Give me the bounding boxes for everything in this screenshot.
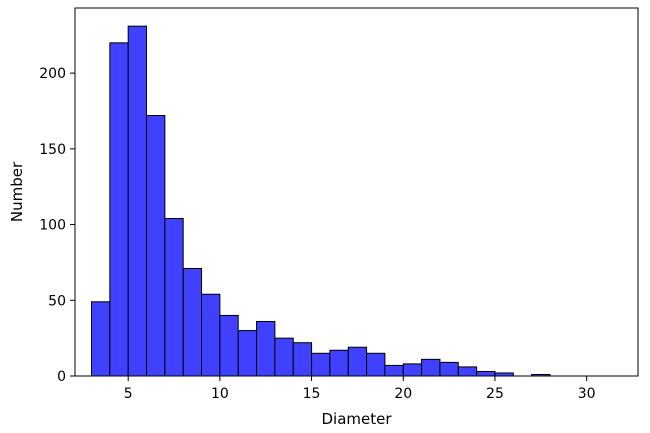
histogram-bar: [366, 352, 386, 377]
y-axis-ticks: 0 50 100 150 200: [39, 66, 75, 385]
x-tick-label: 10: [211, 386, 229, 402]
histogram-bar: [476, 370, 496, 377]
histogram-bar: [402, 363, 423, 377]
histogram-bar: [91, 301, 111, 377]
histogram-bar: [127, 25, 148, 377]
histogram-bar: [421, 358, 441, 377]
histogram-bar: [292, 342, 313, 377]
histogram-bar: [164, 218, 184, 377]
histogram-bar: [384, 364, 404, 377]
histogram-bar: [256, 320, 276, 377]
histogram-bar: [146, 115, 166, 377]
y-tick-label: 150: [39, 142, 66, 158]
histogram-bar: [237, 330, 258, 377]
y-tick-label: 200: [39, 66, 66, 82]
histogram-bar: [219, 314, 239, 377]
x-axis-ticks: 5 10 15 20 25 30: [124, 376, 596, 402]
x-tick-label: 20: [394, 386, 412, 402]
x-tick-label: 30: [578, 386, 596, 402]
histogram-bars: [91, 25, 551, 377]
x-axis-label: Diameter: [321, 410, 392, 428]
plot-frame: [74, 7, 639, 377]
x-tick-label: 25: [486, 386, 504, 402]
histogram-bar: [182, 267, 203, 377]
y-tick-label: 50: [48, 293, 66, 309]
x-tick-label: 5: [124, 386, 133, 402]
histogram-bar: [347, 346, 368, 377]
histogram-bar: [311, 352, 331, 377]
x-tick-label: 15: [303, 386, 321, 402]
histogram-bar: [109, 42, 129, 377]
histogram-bar: [439, 361, 459, 377]
y-tick-label: 100: [39, 218, 66, 234]
histogram-bar: [201, 293, 221, 377]
histogram-bar: [457, 366, 478, 377]
histogram-bar: [274, 337, 294, 377]
y-axis-label: Number: [8, 161, 26, 222]
histogram-bar: [329, 349, 349, 377]
y-tick-label: 0: [57, 369, 66, 385]
